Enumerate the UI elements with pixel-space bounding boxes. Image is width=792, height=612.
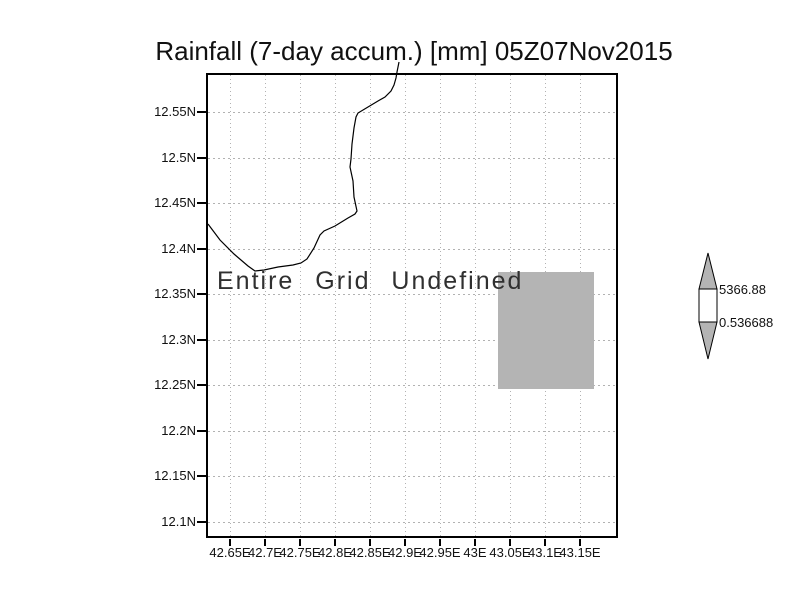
x-axis-tick — [229, 539, 231, 546]
x-tick-label: 42.8E — [318, 545, 352, 560]
page-title: Rainfall (7-day accum.) [mm] 05Z07Nov201… — [155, 36, 673, 66]
y-tick-label: 12.3N — [161, 332, 196, 347]
y-tick-label: 12.4N — [161, 241, 196, 256]
y-tick-label: 12.2N — [161, 423, 196, 438]
y-axis-tick — [197, 248, 206, 250]
gridline-vertical — [405, 75, 406, 536]
x-tick-label: 43.05E — [489, 545, 531, 560]
x-tick-label: 43E — [463, 545, 487, 560]
undefined-grid-message: Entire Grid Undefined — [217, 267, 524, 295]
colorbar-min-label: 0.536688 — [719, 315, 774, 330]
gridline-horizontal — [208, 203, 616, 204]
gridline-vertical — [230, 75, 231, 536]
x-tick-label: 42.9E — [388, 545, 422, 560]
x-axis-tick — [544, 539, 546, 546]
y-tick-label: 12.5N — [161, 150, 196, 165]
x-tick-label: 42.65E — [209, 545, 251, 560]
y-axis-tick — [197, 157, 206, 159]
gridline-horizontal — [208, 158, 616, 159]
colorbar — [698, 252, 718, 360]
y-axis-tick — [197, 202, 206, 204]
x-tick-label: 43.15E — [559, 545, 601, 560]
y-axis-tick — [197, 384, 206, 386]
plot-area: Entire Grid Undefined — [206, 61, 618, 538]
x-axis-tick — [369, 539, 371, 546]
colorbar-upper-arrow-icon — [698, 252, 718, 290]
y-axis-tick — [197, 475, 206, 477]
y-tick-label: 12.45N — [154, 195, 196, 210]
x-axis-tick — [474, 539, 476, 546]
x-axis-tick — [439, 539, 441, 546]
gridline-horizontal — [208, 476, 616, 477]
y-tick-label: 12.55N — [154, 104, 196, 119]
gridline-vertical — [370, 75, 371, 536]
y-axis-tick — [197, 339, 206, 341]
x-axis-tick — [509, 539, 511, 546]
x-tick-label: 42.95E — [419, 545, 461, 560]
gridline-vertical — [265, 75, 266, 536]
gridline-horizontal — [208, 249, 616, 250]
x-axis-tick — [264, 539, 266, 546]
y-axis-tick — [197, 430, 206, 432]
gridline-horizontal — [208, 385, 616, 386]
gridline-vertical — [440, 75, 441, 536]
y-tick-label: 12.35N — [154, 286, 196, 301]
colorbar-lower-arrow-icon — [698, 321, 718, 360]
coastline-line — [207, 61, 400, 272]
y-tick-label: 12.25N — [154, 377, 196, 392]
gridline-vertical — [335, 75, 336, 536]
gridline-horizontal — [208, 431, 616, 432]
x-axis-tick — [579, 539, 581, 546]
gridline-vertical — [300, 75, 301, 536]
y-axis-tick — [197, 521, 206, 523]
colorbar-max-label: 5366.88 — [719, 282, 766, 297]
x-axis-tick — [404, 539, 406, 546]
y-axis-tick — [197, 293, 206, 295]
x-axis-tick — [299, 539, 301, 546]
gridline-horizontal — [208, 340, 616, 341]
x-tick-label: 42.75E — [279, 545, 321, 560]
gridline-horizontal — [208, 294, 616, 295]
undefined-data-region — [498, 272, 594, 389]
y-tick-label: 12.1N — [161, 514, 196, 529]
y-tick-label: 12.15N — [154, 468, 196, 483]
x-tick-label: 43.1E — [528, 545, 562, 560]
colorbar-range-box — [698, 288, 718, 323]
gridline-horizontal — [208, 112, 616, 113]
x-tick-label: 42.85E — [349, 545, 391, 560]
x-axis-tick — [334, 539, 336, 546]
gridline-vertical — [475, 75, 476, 536]
x-tick-label: 42.7E — [248, 545, 282, 560]
y-axis-tick — [197, 111, 206, 113]
coastline-map — [207, 61, 400, 272]
gridline-horizontal — [208, 522, 616, 523]
